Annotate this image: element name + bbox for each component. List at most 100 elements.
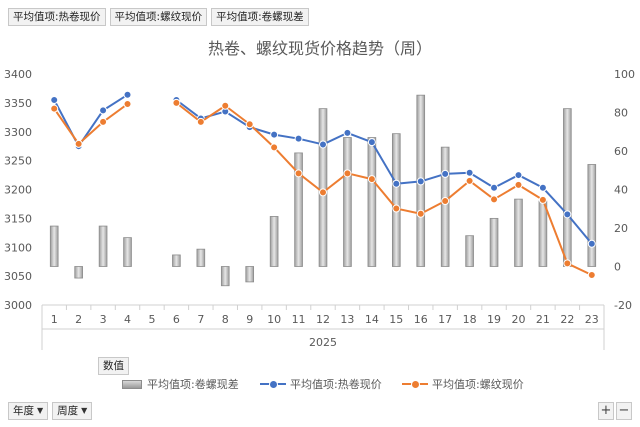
point-rebar <box>196 117 205 126</box>
bar-spread <box>98 225 108 267</box>
line-rebar <box>175 102 593 276</box>
point-hot-rolled <box>465 168 474 177</box>
y-left-tick-label: 3150 <box>4 212 32 225</box>
x-tick-label: 20 <box>511 313 525 326</box>
x-tick-label: 17 <box>438 313 452 326</box>
point-rebar <box>319 188 327 197</box>
bar-spread <box>391 133 401 267</box>
row-filter-buttons: 年度 ▼ 周度 ▼ <box>8 402 93 420</box>
bar-spread <box>196 248 206 267</box>
bar-spread <box>318 108 328 267</box>
x-tick-label: 18 <box>463 313 477 326</box>
legend-swatch-rebar <box>402 379 428 389</box>
y-left-tick-label: 3050 <box>4 270 32 283</box>
x-tick-label: 9 <box>246 313 253 326</box>
point-rebar <box>99 117 108 126</box>
x-tick-label: 13 <box>340 313 354 326</box>
point-rebar <box>294 169 303 178</box>
y-right-tick-label: -20 <box>614 299 632 312</box>
collapse-button[interactable]: − <box>616 402 632 420</box>
point-rebar <box>563 259 572 268</box>
zoom-controls: + − <box>598 402 632 420</box>
legend-swatch-spread <box>122 379 142 389</box>
expand-button[interactable]: + <box>598 402 614 420</box>
x-tick-label: 21 <box>536 313 550 326</box>
point-hot-rolled <box>123 90 132 99</box>
x-tick-label: 23 <box>585 313 599 326</box>
bar-spread <box>587 164 597 267</box>
x-tick-label: 4 <box>124 313 131 326</box>
bar-spread <box>172 254 181 267</box>
point-hot-rolled <box>587 239 596 248</box>
x-tick-label: 8 <box>222 313 229 326</box>
row-field-year-button[interactable]: 年度 ▼ <box>8 402 49 420</box>
point-hot-rolled <box>294 134 303 143</box>
point-rebar <box>416 209 425 218</box>
bar-spread <box>220 266 230 287</box>
point-rebar <box>514 180 523 189</box>
field-button-spread[interactable]: 平均值项:卷螺现差 <box>211 8 309 26</box>
x-tick-label: 11 <box>292 313 306 326</box>
bar-spread <box>465 235 474 267</box>
bar-spread <box>294 152 303 267</box>
x-tick-label: 14 <box>365 313 379 326</box>
y-left-tick-label: 3350 <box>4 97 32 110</box>
row-field-week-label: 周度 <box>57 405 79 417</box>
point-hot-rolled <box>563 210 572 219</box>
field-button-hot-rolled-price[interactable]: 平均值项:热卷现价 <box>8 8 106 26</box>
point-rebar <box>221 101 230 110</box>
legend-item-rebar[interactable]: 平均值项:螺纹现价 <box>402 376 524 392</box>
legend-label-spread: 平均值项:卷螺现差 <box>147 378 239 391</box>
point-rebar <box>74 139 83 148</box>
point-rebar <box>50 104 59 113</box>
point-rebar <box>441 197 450 206</box>
chart-title: 热卷、螺纹现货价格趋势（周） <box>207 39 432 58</box>
point-rebar <box>538 195 547 204</box>
row-field-week-button[interactable]: 周度 ▼ <box>52 402 93 420</box>
point-hot-rolled <box>514 171 523 180</box>
y-right-tick-label: 100 <box>614 68 635 81</box>
bar-spread <box>245 266 255 283</box>
legend-item-hot-rolled[interactable]: 平均值项:热卷现价 <box>260 376 382 392</box>
x-tick-label: 12 <box>316 313 330 326</box>
legend-label-hot-rolled: 平均值项:热卷现价 <box>290 378 382 391</box>
x-tick-label: 2 <box>75 313 82 326</box>
legend-label-rebar: 平均值项:螺纹现价 <box>432 378 524 391</box>
dropdown-arrow-icon: ▼ <box>81 406 88 415</box>
bar-spread <box>563 108 572 267</box>
y-left-tick-label: 3300 <box>4 126 32 139</box>
x-tick-label: 1 <box>51 313 58 326</box>
y-right-tick-label: 20 <box>614 222 628 235</box>
bar-spread <box>343 137 352 267</box>
x-tick-label: 6 <box>173 313 180 326</box>
field-button-rebar-price[interactable]: 平均值项:螺纹现价 <box>109 8 208 26</box>
field-buttons-row: 平均值项:热卷现价 平均值项:螺纹现价 平均值项:卷螺现差 <box>8 8 309 26</box>
line-rebar <box>53 103 129 145</box>
y-right-tick-label: 40 <box>614 184 628 197</box>
bar-spread <box>49 225 59 267</box>
y-left-tick-label: 3400 <box>4 68 32 81</box>
values-field-button[interactable]: 数值 <box>98 357 129 375</box>
point-hot-rolled <box>441 169 450 178</box>
x-tick-label: 15 <box>389 313 403 326</box>
bar-spread <box>74 266 83 279</box>
x-tick-label: 3 <box>100 313 107 326</box>
filter-icon: ▼ <box>37 406 44 415</box>
point-hot-rolled <box>490 183 499 192</box>
x-tick-label: 16 <box>414 313 428 326</box>
line-hot-rolled <box>53 93 129 148</box>
bar-spread <box>514 198 523 267</box>
point-hot-rolled <box>392 179 401 188</box>
point-hot-rolled <box>416 177 425 186</box>
y-left-tick-label: 3000 <box>4 299 32 312</box>
y-right-tick-label: 80 <box>614 107 628 120</box>
point-rebar <box>465 176 474 185</box>
point-rebar <box>587 270 596 279</box>
legend-item-spread[interactable]: 平均值项:卷螺现差 <box>122 376 239 392</box>
legend-swatch-hot-rolled <box>260 379 286 389</box>
bar-spread <box>489 217 499 267</box>
y-left-tick-label: 3250 <box>4 155 32 168</box>
point-rebar <box>367 175 376 184</box>
point-hot-rolled <box>538 183 547 192</box>
